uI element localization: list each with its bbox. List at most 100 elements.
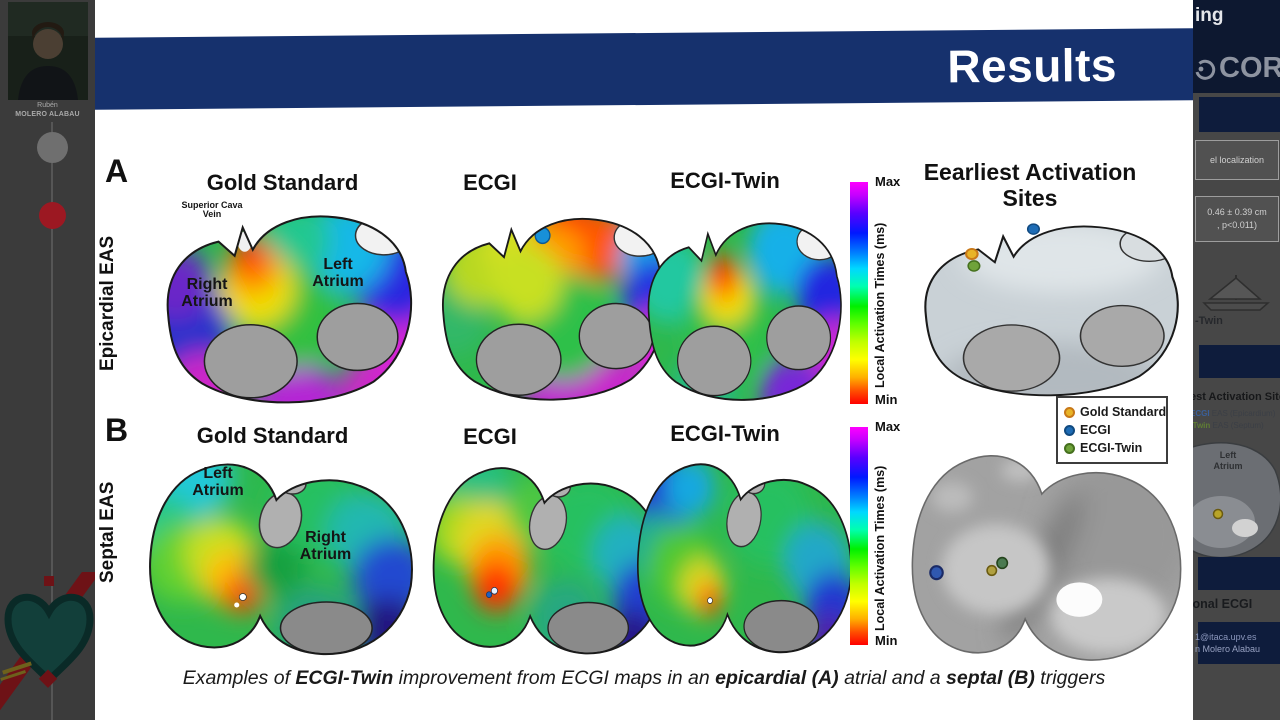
heart-map-ecgi-septal: [423, 452, 673, 667]
colorbar-gradient: [850, 427, 868, 645]
heart-map-svg: [166, 215, 413, 404]
figure-caption: Examples of ECGI-Twin improvement from E…: [95, 667, 1193, 690]
colorbar-epicardial: Max Min Local Activation Times (ms): [850, 174, 1000, 414]
localization-text: el localization: [1209, 155, 1265, 165]
presentation-slide: Results A Epicardial EAS Gold Standard E…: [95, 0, 1193, 720]
dimmed-navy-box-1: [1199, 97, 1280, 132]
gray-heart-svg: [911, 455, 1182, 661]
eas-dot-ecgi-a: [1026, 223, 1040, 235]
presenter-last-name: MOLERO ALABAU: [15, 111, 80, 118]
eas-heading-line2: Sites: [1002, 185, 1058, 212]
eas-sites-heart-epicardial: [905, 207, 1187, 405]
eas-heading-line1: Eearliest Activation: [923, 159, 1137, 185]
corify-logo-icon: [1195, 59, 1216, 80]
row-b-side-label: Septal EAS: [97, 481, 118, 583]
colorbar-axis-label: Local Activation Times (ms): [873, 222, 887, 388]
heart-map-svg: [432, 467, 665, 655]
eas-septum-prefix: -Twin: [1193, 421, 1211, 430]
eas-heading: Eearliest Activation Sites: [910, 159, 1150, 212]
caption-segment: improvement from ECGI maps in an: [393, 667, 716, 689]
colorbar-max-label: Max: [875, 419, 901, 434]
right-atrium-label-b: Right Atrium: [299, 529, 352, 563]
left-atrium-label-b: Left Atrium: [192, 465, 244, 499]
heart-map-svg: [636, 463, 852, 654]
eas-dot-ecgi-twin-b: [996, 556, 1009, 570]
col-head-ecgi-twin-b: ECGI-Twin: [670, 421, 780, 446]
eas-dot-ecgi-b: [929, 565, 944, 581]
metrics-line1: 0.46 ± 0.39 cm: [1207, 207, 1267, 217]
legend-dot-ecgi: [1064, 424, 1075, 436]
colorbar-septal: Max Min Local Activation Times (ms): [850, 419, 1000, 657]
caption-segment-bold: epicardial (A): [715, 667, 839, 689]
localization-box: el localization: [1195, 140, 1279, 180]
dimmed-left-atrium-line2: Atrium: [1213, 461, 1243, 471]
col-head-gold-standard-a: Gold Standard: [206, 170, 359, 195]
caption-segment: Examples of: [182, 667, 296, 689]
eas-dot-ecgi-twin-a: [967, 260, 981, 272]
superior-cava-vein-label: Superior Cava Vein: [181, 200, 243, 220]
right-sidebar-dimmed: ing COR el localization 0.46 ± 0.39 cm ,…: [1193, 0, 1280, 720]
col-head-gold-standard-b: Gold Standard: [196, 423, 349, 448]
col-head-ecgi-a: ECGI: [463, 170, 517, 195]
right-atrium-label-a: Right Atrium: [181, 276, 233, 310]
conference-heart-logo: [0, 572, 95, 720]
col-head-ecgi-twin-a: ECGI-Twin: [670, 168, 780, 193]
partial-title-text: ing: [1195, 5, 1224, 26]
caption-segment: atrial and a: [838, 667, 946, 689]
legend-dot-ecgi-twin: [1064, 442, 1075, 454]
metrics-box: 0.46 ± 0.39 cm , p<0.011): [1195, 196, 1279, 242]
legend-label: ECGI: [1080, 423, 1111, 437]
twin-model-graphic: [1202, 275, 1270, 311]
eas-septum-text: EAS (Septum): [1210, 421, 1264, 430]
dimmed-left-atrium-line1: Left: [1219, 450, 1237, 460]
contact-box: 1@itaca.upv.es n Molero Alabau: [1195, 622, 1280, 664]
heart-map-ecgi-twin-septal: [628, 448, 860, 666]
eas-dot-gold-standard-b: [986, 564, 998, 577]
dimmed-navy-box-3: [1198, 557, 1280, 590]
caption-segment: triggers: [1034, 667, 1106, 689]
timeline-marker-gray[interactable]: [37, 132, 68, 163]
timeline-line: [51, 122, 53, 720]
eas-epicardium-prefix: ECGI: [1193, 409, 1210, 418]
eas-septum-line: -Twin EAS (Septum): [1193, 421, 1264, 430]
left-sidebar: Rubén MOLERO ALABAU: [0, 0, 95, 720]
eas-epicardium-line: ECGI EAS (Epicardium): [1193, 409, 1275, 418]
timeline-marker-red[interactable]: [39, 202, 66, 229]
legend-label: ECGI-Twin: [1080, 441, 1143, 455]
eas-legend: Gold Standard ECGI ECGI-Twin: [1056, 396, 1168, 464]
dimmed-left-atrium-label: Left Atrium: [1193, 450, 1263, 472]
eas-epicardium-text: EAS (Epicardium): [1209, 409, 1276, 418]
legend-dot-gold-standard: [1064, 406, 1075, 418]
dimmed-eas-dot: [1212, 508, 1224, 520]
activation-heading-partial: est Activation Site: [1193, 391, 1280, 403]
gray-heart-svg: [924, 223, 1179, 397]
heart-map-ecgi-epicardial: [425, 198, 673, 410]
colorbar-min-label: Min: [875, 633, 898, 648]
row-b-label: B: [105, 412, 129, 448]
dimmed-navy-box-2: [1199, 345, 1280, 378]
presenter-first-name: Rubén: [37, 102, 58, 109]
legend-label: Gold Standard: [1080, 405, 1167, 419]
caption-segment-bold: ECGI-Twin: [295, 667, 394, 689]
row-a-side-label: Epicardial EAS: [97, 235, 118, 371]
eas-dot-gold-standard-a: [965, 247, 979, 260]
presenter-silhouette: [8, 2, 88, 100]
legend-item-gold-standard: Gold Standard: [1064, 403, 1166, 421]
colorbar-gradient: [850, 182, 868, 404]
heart-map-ecgi-twin-epicardial: [633, 203, 848, 410]
contact-name: n Molero Alabau: [1195, 644, 1261, 654]
slide-title: Results: [947, 38, 1118, 93]
metrics-line2: , p<0.011): [1216, 220, 1258, 230]
heart-map-gold-standard-epicardial: Superior Cava Vein Right Atrium Left Atr…: [148, 195, 420, 413]
presenter-webcam-thumbnail[interactable]: [8, 2, 88, 100]
heart-map-gold-standard-septal: Left Atrium Right Atrium: [138, 448, 423, 668]
heart-map-svg: [441, 217, 666, 401]
col-head-ecgi-b: ECGI: [463, 424, 517, 449]
slide-title-bar: Results: [95, 28, 1193, 110]
colorbar-max-label: Max: [875, 174, 901, 189]
corify-logo-text: COR: [1219, 52, 1280, 84]
caption-segment-bold: septal (B): [946, 667, 1035, 689]
corify-logo: COR: [1193, 52, 1280, 85]
legend-item-ecgi: ECGI: [1064, 421, 1160, 439]
